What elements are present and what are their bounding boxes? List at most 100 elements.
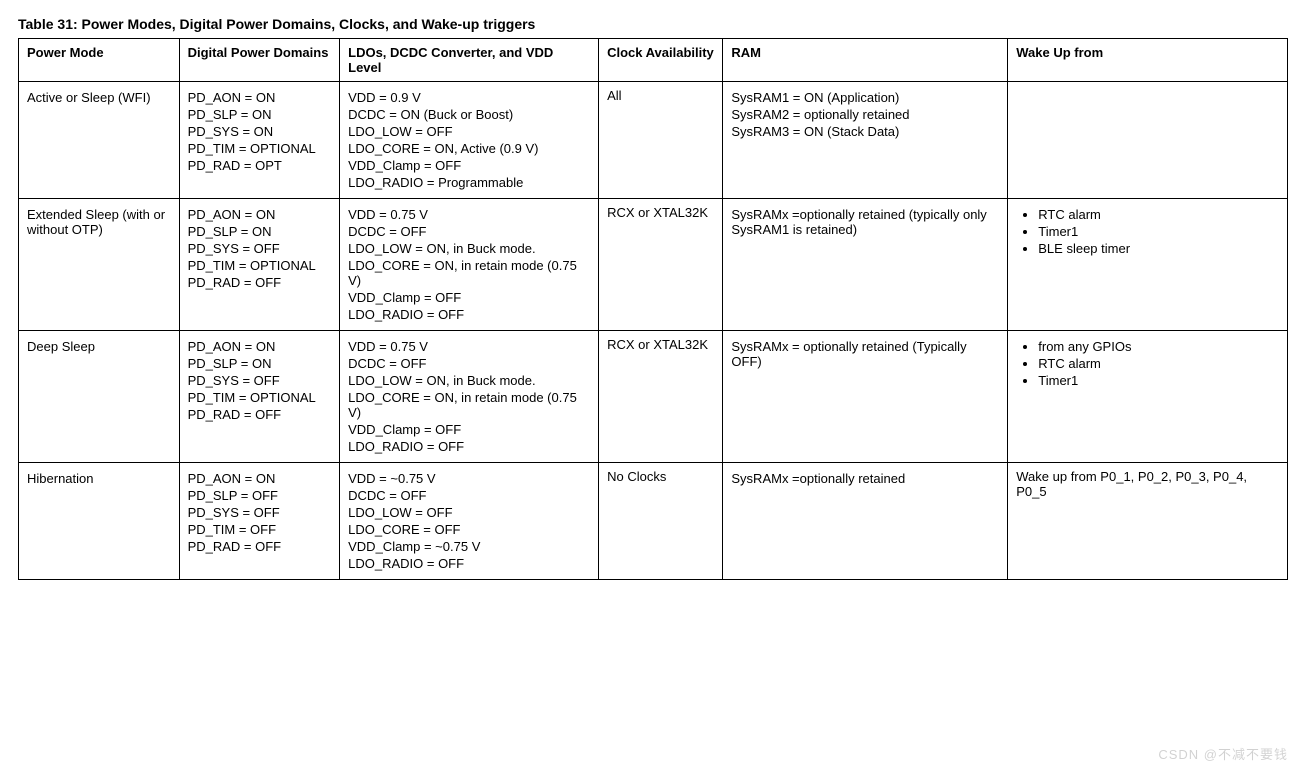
power-mode: Active or Sleep (WFI) [27,90,171,105]
col-digital-power: Digital Power Domains [179,39,340,82]
ldo-line-line: DCDC = OFF [348,488,590,503]
power-modes-table: Power Mode Digital Power Domains LDOs, D… [18,38,1288,580]
digital-power-domain-line: PD_RAD = OPT [188,158,332,173]
digital-power-domain-line: PD_RAD = OFF [188,407,332,422]
ldo-line-line: DCDC = ON (Buck or Boost) [348,107,590,122]
cell-ldos: VDD = 0.75 V DCDC = OFF LDO_LOW = ON, in B… [340,199,599,331]
digital-power-domain-line: PD_SYS = OFF [188,505,332,520]
digital-power-domain-line: PD_SLP = ON [188,107,332,122]
ldo-line-line: LDO_LOW = OFF [348,124,590,139]
power-mode: Hibernation [27,471,171,486]
ldo-line: VDD = 0.9 VDCDC = ON (Buck or Boost)LDO_… [348,90,590,190]
ldo-line-line: DCDC = OFF [348,356,590,371]
ram-line: SysRAMx = optionally retained (Typically… [731,339,999,369]
digital-power-domain-line: PD_SYS = OFF [188,241,332,256]
cell-wake: from any GPIOsRTC alarmTimer1 [1008,331,1288,463]
ldo-line-line: VDD_Clamp = OFF [348,290,590,305]
col-clock: Clock Availability [599,39,723,82]
cell-ldos: VDD = 0.9 VDCDC = ON (Buck or Boost)LDO_… [340,82,599,199]
ram-line-line: SysRAM2 = optionally retained [731,107,999,122]
cell-wake: RTC alarmTimer1BLE sleep timer [1008,199,1288,331]
ldo-line-line: VDD = ~0.75 V [348,471,590,486]
digital-power-domain-line: PD_AON = ON [188,90,332,105]
digital-power-domain: PD_AON = ON PD_SLP = OFF PD_SYS = OFF PD_TI… [188,471,332,554]
ldo-line-line: LDO_LOW = ON, in Buck mode. [348,373,590,388]
wake-item: Timer1 [1038,224,1279,239]
digital-power-domain-line: PD_SYS = ON [188,124,332,139]
col-ram: RAM [723,39,1008,82]
table-header-row: Power Mode Digital Power Domains LDOs, D… [19,39,1288,82]
table-row: Extended Sleep (with or without OTP) PD_A… [19,199,1288,331]
ram-line-line: SysRAM1 = ON (Application) [731,90,999,105]
power-mode: Deep Sleep [27,339,171,354]
wake-item: Timer1 [1038,373,1279,388]
power-mode: Extended Sleep (with or without OTP) [27,207,171,237]
ldo-line-line: VDD_Clamp = OFF [348,422,590,437]
digital-power-domain-line: PD_RAD = OFF [188,539,332,554]
cell-wake [1008,82,1288,199]
power-mode-line: Deep Sleep [27,339,171,354]
cell-power-mode: Active or Sleep (WFI) [19,82,180,199]
ldo-line-line: VDD_Clamp = OFF [348,158,590,173]
ldo-line-line: LDO_LOW = ON, in Buck mode. [348,241,590,256]
cell-ram: SysRAMx =optionally retained (typically … [723,199,1008,331]
wake-item: RTC alarm [1038,356,1279,371]
col-power-mode: Power Mode [19,39,180,82]
ldo-line: VDD = ~0.75 VDCDC = OFFLDO_LOW = OFFLDO_… [348,471,590,571]
ram-line-line: SysRAM3 = ON (Stack Data) [731,124,999,139]
cell-ldos: VDD = ~0.75 VDCDC = OFFLDO_LOW = OFFLDO_… [340,463,599,580]
table-row: Hibernation PD_AON = ON PD_SLP = OFF PD_SYS… [19,463,1288,580]
wake-list: RTC alarmTimer1BLE sleep timer [1016,207,1279,256]
ldo-line-line: VDD = 0.75 V [348,207,590,222]
ldo-line-line: LDO_RADIO = OFF [348,556,590,571]
ldo-line: VDD = 0.75 V DCDC = OFF LDO_LOW = ON, in B… [348,207,590,322]
digital-power-domain-line: PD_AON = ON [188,207,332,222]
power-mode-line: Extended Sleep (with or without OTP) [27,207,171,237]
ram-line-line: SysRAMx =optionally retained [731,471,999,486]
cell-wake: Wake up from P0_1, P0_2, P0_3, P0_4, P0_… [1008,463,1288,580]
cell-ram: SysRAMx = optionally retained (Typically… [723,331,1008,463]
ram-line-line: SysRAMx =optionally retained (typically … [731,207,999,237]
cell-ram: SysRAMx =optionally retained [723,463,1008,580]
cell-digital-power: PD_AON = ON PD_SLP = ON PD_SYS = OFF PD_TIM… [179,331,340,463]
digital-power-domain-line: PD_TIM = OPTIONAL [188,141,332,156]
ram-line: SysRAMx =optionally retained [731,471,999,486]
cell-clock: All [599,82,723,199]
power-mode-line: Active or Sleep (WFI) [27,90,171,105]
col-wake: Wake Up from [1008,39,1288,82]
cell-clock: RCX or XTAL32K [599,331,723,463]
table-caption: Table 31: Power Modes, Digital Power Dom… [18,16,1292,32]
cell-digital-power: PD_AON = ONPD_SLP = ONPD_SYS = OFFPD_TIM… [179,199,340,331]
digital-power-domain-line: PD_TIM = OFF [188,522,332,537]
digital-power-domain: PD_AON = ON PD_SLP = ON PD_SYS = OFF PD_TIM… [188,339,332,422]
digital-power-domain-line: PD_RAD = OFF [188,275,332,290]
ldo-line-line: LDO_RADIO = OFF [348,307,590,322]
digital-power-domain-line: PD_SLP = OFF [188,488,332,503]
ldo-line-line: LDO_RADIO = Programmable [348,175,590,190]
cell-power-mode: Hibernation [19,463,180,580]
ldo-line-line: DCDC = OFF [348,224,590,239]
ldo-line-line: LDO_CORE = ON, in retain mode (0.75 V) [348,258,590,288]
col-ldos: LDOs, DCDC Converter, and VDD Level [340,39,599,82]
cell-clock: RCX or XTAL32K [599,199,723,331]
table-row: Deep Sleep PD_AON = ON PD_SLP = ON PD_SYS =… [19,331,1288,463]
digital-power-domain-line: PD_SYS = OFF [188,373,332,388]
ldo-line-line: LDO_CORE = ON, Active (0.9 V) [348,141,590,156]
ldo-line-line: LDO_CORE = ON, in retain mode (0.75 V) [348,390,590,420]
digital-power-domain-line: PD_TIM = OPTIONAL [188,258,332,273]
digital-power-domain-line: PD_AON = ON [188,339,332,354]
cell-digital-power: PD_AON = ON PD_SLP = OFF PD_SYS = OFF PD_TI… [179,463,340,580]
digital-power-domain-line: PD_SLP = ON [188,356,332,371]
ldo-line-line: VDD_Clamp = ~0.75 V [348,539,590,554]
digital-power-domain-line: PD_TIM = OPTIONAL [188,390,332,405]
ram-line: SysRAM1 = ON (Application) SysRAM2 = opti… [731,90,999,139]
ldo-line-line: LDO_RADIO = OFF [348,439,590,454]
cell-ram: SysRAM1 = ON (Application) SysRAM2 = opti… [723,82,1008,199]
ldo-line: VDD = 0.75 V DCDC = OFF LDO_LOW = ON, in B… [348,339,590,454]
digital-power-domain: PD_AON = ON PD_SLP = ON PD_SYS = ON PD_TIM … [188,90,332,173]
digital-power-domain: PD_AON = ONPD_SLP = ONPD_SYS = OFFPD_TIM… [188,207,332,290]
wake-item: RTC alarm [1038,207,1279,222]
ram-line: SysRAMx =optionally retained (typically … [731,207,999,237]
ldo-line-line: VDD = 0.75 V [348,339,590,354]
digital-power-domain-line: PD_AON = ON [188,471,332,486]
